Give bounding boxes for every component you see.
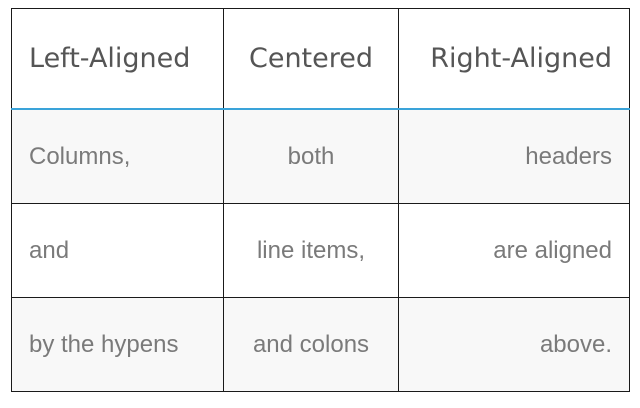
table-row: Columns, both headers (11, 108, 630, 204)
aligned-table: Left-Aligned Centered Right-Aligned Colu… (11, 8, 630, 392)
table-cell: by the hypens (11, 297, 224, 392)
table-row: and line items, are aligned (11, 203, 630, 298)
table-cell: both (223, 108, 399, 204)
table-body: Columns, both headers and line items, ar… (11, 108, 630, 392)
table-cell: and colons (223, 297, 399, 392)
header-left-aligned: Left-Aligned (11, 8, 224, 110)
table-cell: above. (398, 297, 630, 392)
table-cell: headers (398, 108, 630, 204)
table-cell: and (11, 203, 224, 298)
table-cell: are aligned (398, 203, 630, 298)
table-header: Left-Aligned Centered Right-Aligned (11, 8, 630, 110)
header-row: Left-Aligned Centered Right-Aligned (11, 8, 630, 110)
table-cell: line items, (223, 203, 399, 298)
header-centered: Centered (223, 8, 399, 110)
header-right-aligned: Right-Aligned (398, 8, 630, 110)
table-cell: Columns, (11, 108, 224, 204)
table-row: by the hypens and colons above. (11, 297, 630, 392)
